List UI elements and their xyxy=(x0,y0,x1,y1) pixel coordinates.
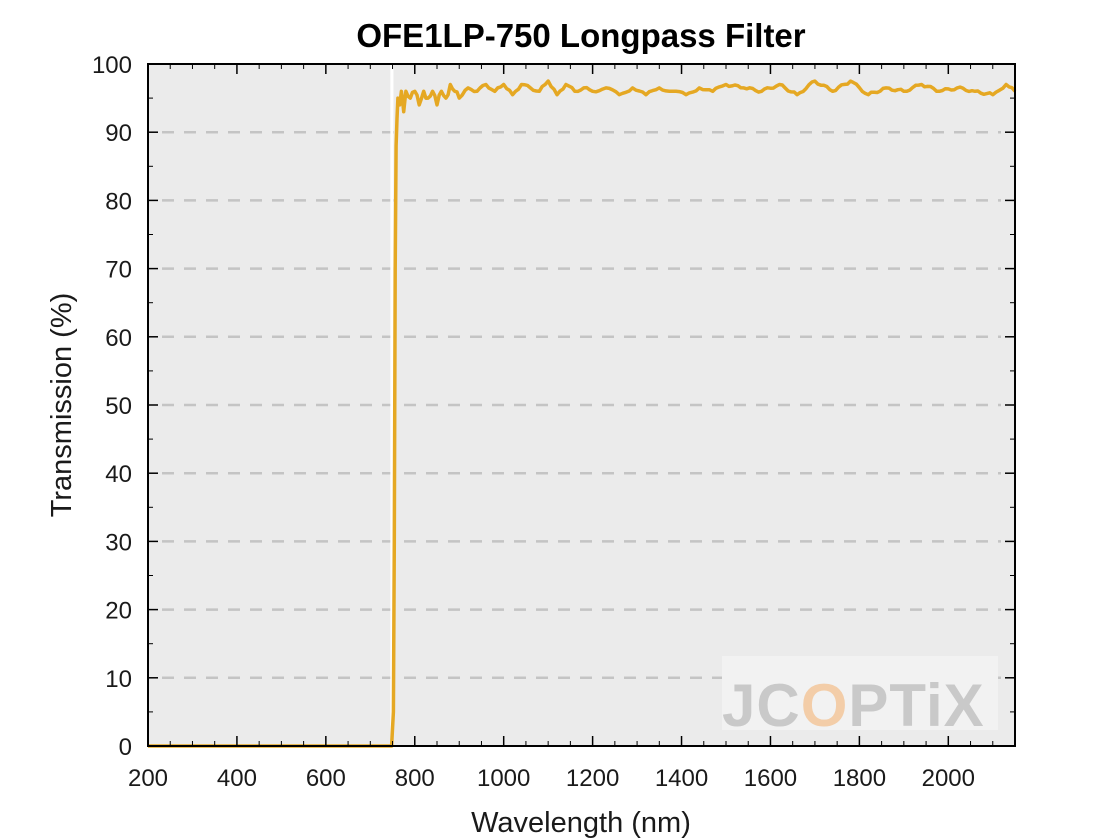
chart-title: OFE1LP-750 Longpass Filter xyxy=(356,17,805,54)
y-tick-label-60: 60 xyxy=(105,325,132,352)
watermark-text: JCOPTiX xyxy=(722,672,985,739)
y-tick-label-50: 50 xyxy=(105,393,132,420)
x-tick-label-1600: 1600 xyxy=(744,765,797,792)
transmission-line xyxy=(148,79,1017,748)
watermark-part-o: O xyxy=(801,672,849,739)
watermark-logo: JCOPTiX xyxy=(722,656,998,739)
y-tick-label-10: 10 xyxy=(105,666,132,693)
x-tick-label-2000: 2000 xyxy=(922,765,975,792)
x-tick-label-1000: 1000 xyxy=(477,765,530,792)
y-tick-label-90: 90 xyxy=(105,120,132,147)
y-tick-label-30: 30 xyxy=(105,529,132,556)
watermark-backdrop xyxy=(722,656,998,730)
y-tick-label-70: 70 xyxy=(105,257,132,284)
y-tick-label-20: 20 xyxy=(105,598,132,625)
y-tick-label-100: 100 xyxy=(92,52,132,79)
watermark-part-ptix: PTiX xyxy=(848,672,984,739)
cutoff-gap xyxy=(390,64,394,746)
axis-ticks xyxy=(147,63,1015,747)
y-tick-labels: 0 10 20 30 40 50 60 70 80 90 100 xyxy=(92,52,132,761)
cutoff-gap-strip xyxy=(390,64,394,746)
x-tick-label-400: 400 xyxy=(217,765,257,792)
x-tick-labels: 200 400 600 800 1000 1200 1400 1600 1800 2000 xyxy=(128,765,975,792)
y-tick-label-0: 0 xyxy=(119,734,132,761)
x-axis-label: Wavelength (nm) xyxy=(471,807,691,839)
y-tick-label-80: 80 xyxy=(105,188,132,215)
x-tick-label-600: 600 xyxy=(306,765,346,792)
grid-lines xyxy=(162,130,1001,680)
y-tick-label-40: 40 xyxy=(105,461,132,488)
x-tick-label-1200: 1200 xyxy=(566,765,619,792)
watermark-part-jc: JC xyxy=(722,672,801,739)
x-tick-label-1400: 1400 xyxy=(655,765,708,792)
y-axis-label: Transmission (%) xyxy=(46,293,78,518)
x-tick-label-1800: 1800 xyxy=(833,765,886,792)
x-tick-label-800: 800 xyxy=(395,765,435,792)
x-tick-label-200: 200 xyxy=(128,765,168,792)
